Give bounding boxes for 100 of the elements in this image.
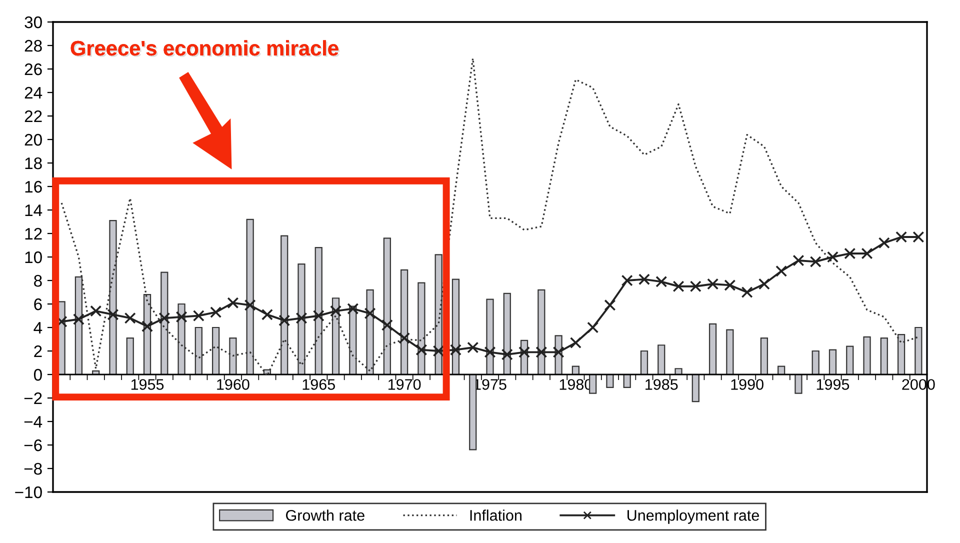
bar [589,374,597,394]
point [278,314,290,326]
bar [726,329,734,376]
y-tick-label: −6 [24,439,42,452]
y-tick-label: 10 [25,251,42,264]
bar [846,346,854,376]
point [107,308,119,320]
bar [486,298,494,376]
y-tick-label: 28 [24,40,42,52]
bar [692,374,700,402]
point [227,297,239,309]
point [638,274,650,286]
point [552,346,564,358]
bar [794,374,802,394]
point [707,278,719,290]
bar [828,349,837,376]
y-tick-label: 6 [34,298,42,310]
point [587,322,599,334]
bar [623,374,631,388]
point [501,348,513,360]
bar [863,336,871,376]
bar [880,338,888,376]
x-tick-label: 1990 [731,379,764,390]
y-tick-label: 16 [25,180,42,193]
y-tick-label: 22 [24,110,42,122]
point [296,312,308,324]
point [72,314,84,326]
point [330,305,342,317]
y-tick-label: −8 [24,462,42,475]
point [878,237,890,249]
y-tick-label: −2 [24,392,42,404]
point [724,279,736,291]
point [570,337,582,349]
bar [778,366,786,376]
y-tick-label: 18 [25,157,42,170]
point [672,280,684,292]
legend-label: Inflation [470,510,522,521]
point [244,299,256,311]
y-tick-label: 26 [24,63,42,76]
point [484,346,496,358]
bar [572,366,580,376]
bar [452,278,460,376]
point [776,265,788,277]
bar [674,368,682,376]
bar [469,374,477,450]
y-tick-label: 2 [34,345,42,358]
point [656,276,668,288]
x-tick-label: 1995 [816,379,850,390]
point [690,280,702,292]
y-tick-label: 8 [34,274,42,287]
point [398,332,410,344]
point [364,308,376,320]
point [210,306,222,318]
y-tick-label: 20 [24,134,42,146]
point [912,231,924,243]
point [381,319,393,331]
point [124,312,136,324]
y-tick-label: 4 [34,322,42,334]
line-series [60,58,920,377]
legend-label: Unemployment rate [628,510,759,524]
point [261,308,273,320]
bar [640,350,648,376]
point [621,274,633,286]
bar [760,338,768,376]
y-tick-label: 30 [24,16,42,28]
point [861,248,873,260]
x-tick-label: 1955 [131,379,164,390]
x-tick-label: 1960 [217,379,250,390]
annotation: Greece's economic miracle [70,40,340,57]
point [90,305,102,317]
point [536,346,548,358]
y-tick-label: 0 [34,368,42,381]
y-tick-label: 24 [24,86,42,99]
point [467,342,479,354]
bar [538,289,546,376]
point [176,311,188,323]
bar [503,292,511,376]
x-tick-label: 1970 [388,379,421,390]
point [347,302,359,314]
x-tick-label: 1985 [646,379,678,390]
point [432,345,444,357]
point [141,320,154,332]
point [192,310,204,322]
y-tick-label: 14 [25,204,42,216]
point [158,312,170,324]
point [896,231,908,243]
point [758,278,770,290]
point [604,299,616,311]
point [741,286,753,298]
legend-label: Growth rate [286,510,364,521]
point [416,344,428,356]
point [844,248,856,260]
bar [708,323,717,376]
point [450,344,462,356]
point [810,256,822,268]
point [518,346,530,358]
bar [658,344,666,376]
bar [812,350,820,376]
point [792,254,804,266]
point [826,251,839,263]
